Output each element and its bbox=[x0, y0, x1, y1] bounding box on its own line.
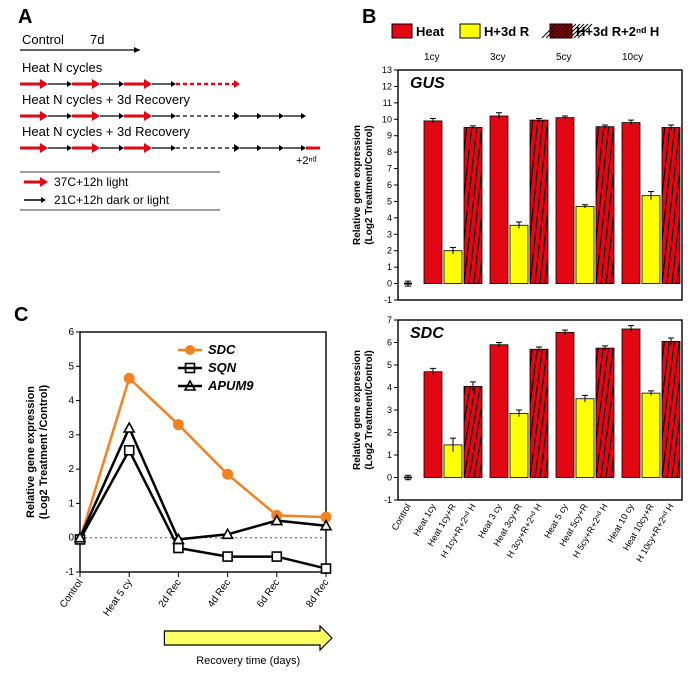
svg-text:5cy: 5cy bbox=[556, 52, 572, 63]
svg-text:-1: -1 bbox=[384, 295, 392, 305]
svg-text:(Log2 Treatment /Control): (Log2 Treatment /Control) bbox=[38, 384, 50, 519]
svg-text:Control: Control bbox=[22, 32, 64, 47]
svg-text:8: 8 bbox=[387, 147, 392, 157]
svg-text:3: 3 bbox=[68, 430, 74, 441]
svg-text:APUM9: APUM9 bbox=[207, 378, 254, 393]
svg-text:11: 11 bbox=[383, 98, 392, 108]
svg-text:4: 4 bbox=[68, 396, 74, 407]
svg-text:6: 6 bbox=[387, 180, 392, 190]
svg-text:12: 12 bbox=[382, 81, 392, 91]
svg-text:13: 13 bbox=[382, 65, 392, 75]
svg-text:(Log2 Treatment/Control): (Log2 Treatment/Control) bbox=[364, 350, 375, 469]
svg-text:0: 0 bbox=[68, 533, 74, 544]
panel-a: Control 7d Heat N cycles Heat N cycles + 3d… bbox=[20, 32, 320, 247]
svg-text:1cy: 1cy bbox=[424, 52, 440, 63]
svg-text:GUS: GUS bbox=[410, 75, 445, 92]
svg-text:Relative gene expression: Relative gene expression bbox=[352, 350, 363, 470]
svg-text:Relative gene expression: Relative gene expression bbox=[25, 386, 37, 518]
svg-text:7: 7 bbox=[387, 164, 392, 174]
svg-text:Control: Control bbox=[390, 502, 413, 532]
svg-text:2d Rec: 2d Rec bbox=[157, 577, 184, 609]
svg-text:4: 4 bbox=[387, 213, 392, 223]
svg-text:-1: -1 bbox=[384, 495, 392, 505]
svg-text:4d Rec: 4d Rec bbox=[206, 577, 233, 609]
svg-text:Relative gene expression: Relative gene expression bbox=[352, 125, 363, 245]
svg-text:10: 10 bbox=[382, 114, 392, 124]
svg-text:2: 2 bbox=[387, 246, 392, 256]
svg-text:Heat 5 cy: Heat 5 cy bbox=[101, 577, 134, 618]
svg-text:1: 1 bbox=[387, 450, 392, 460]
svg-text:10cy: 10cy bbox=[622, 52, 643, 63]
svg-text:3: 3 bbox=[387, 229, 392, 239]
svg-text:-1: -1 bbox=[65, 567, 74, 578]
svg-text:4: 4 bbox=[387, 383, 392, 393]
svg-text:9: 9 bbox=[387, 131, 392, 141]
svg-text:2: 2 bbox=[387, 428, 392, 438]
svg-text:SDC: SDC bbox=[208, 342, 236, 357]
svg-text:Control: Control bbox=[58, 577, 86, 610]
svg-text:5: 5 bbox=[387, 360, 392, 370]
svg-text:H+3d R: H+3d R bbox=[484, 24, 530, 39]
svg-text:5: 5 bbox=[387, 196, 392, 206]
panel-c: -1 0 1 2 3 4 5 6 Relative gene expression(Log2 T… bbox=[18, 320, 338, 690]
svg-text:Heat: Heat bbox=[416, 24, 445, 39]
svg-text:0: 0 bbox=[387, 279, 392, 289]
svg-text:SQN: SQN bbox=[208, 360, 237, 375]
svg-text:6: 6 bbox=[68, 327, 74, 338]
svg-text:7: 7 bbox=[387, 315, 392, 325]
svg-text:3cy: 3cy bbox=[490, 52, 506, 63]
svg-text:SDC: SDC bbox=[410, 325, 444, 342]
svg-text:Recovery time (days): Recovery time (days) bbox=[196, 655, 300, 667]
svg-text:6d Rec: 6d Rec bbox=[255, 577, 282, 609]
svg-text:8d Rec: 8d Rec bbox=[304, 577, 331, 609]
svg-text:5: 5 bbox=[68, 361, 74, 372]
svg-text:+2ⁿᵈ heat: +2ⁿᵈ heat bbox=[296, 155, 320, 167]
svg-text:7d: 7d bbox=[90, 32, 104, 47]
svg-text:1: 1 bbox=[387, 262, 392, 272]
svg-text:1: 1 bbox=[68, 498, 74, 509]
svg-text:Heat N cycles: Heat N cycles bbox=[22, 60, 103, 75]
svg-text:Heat N cycles + 3d Recovery: Heat N cycles + 3d Recovery bbox=[22, 124, 190, 139]
svg-text:21C+12h dark or light: 21C+12h dark or light bbox=[54, 193, 170, 207]
panel-a-label: A bbox=[18, 6, 32, 29]
svg-text:6: 6 bbox=[387, 338, 392, 348]
svg-text:Heat N cycles + 3d Recovery: Heat N cycles + 3d Recovery bbox=[22, 92, 190, 107]
svg-text:2: 2 bbox=[68, 464, 74, 475]
svg-text:3: 3 bbox=[387, 405, 392, 415]
svg-text:0: 0 bbox=[387, 473, 392, 483]
svg-text:37C+12h light: 37C+12h light bbox=[54, 175, 129, 189]
svg-text:H+3d R+2ⁿᵈ H: H+3d R+2ⁿᵈ H bbox=[576, 24, 659, 39]
panel-b: HeatH+3d RH+3d R+2ⁿᵈ H1cy3cy5cy10cy-1012… bbox=[342, 20, 692, 690]
svg-text:(Log2 Treatment/Control): (Log2 Treatment/Control) bbox=[364, 125, 375, 244]
